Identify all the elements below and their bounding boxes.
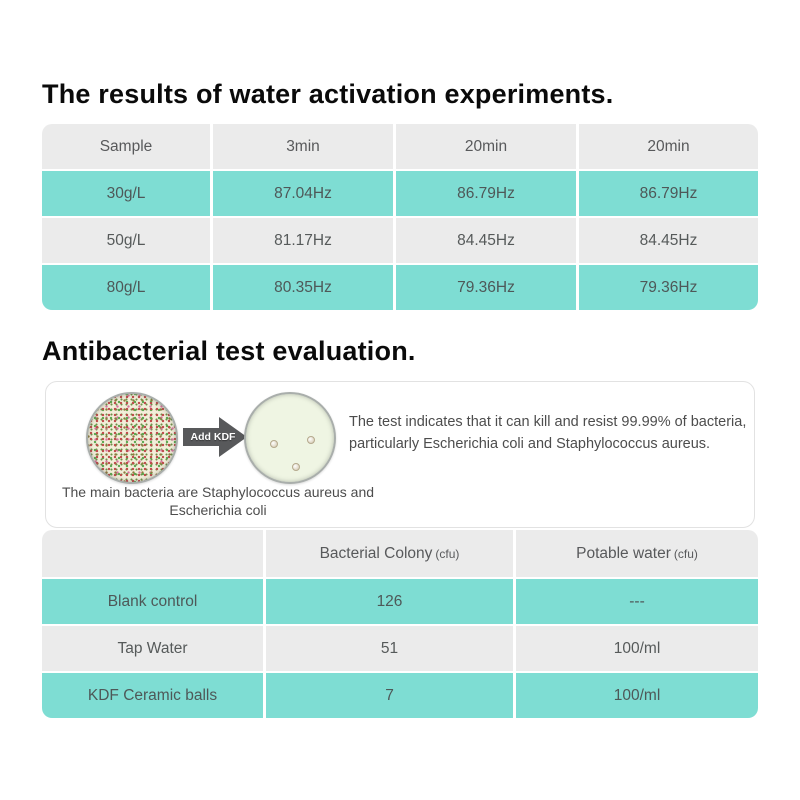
table1-cell: 79.36Hz xyxy=(396,265,576,310)
colony-dot xyxy=(270,440,278,448)
colony-dot xyxy=(292,463,300,471)
table2-header-bacterial-colony: Bacterial Colony (cfu) xyxy=(266,530,513,577)
table1-header-20min-a: 20min xyxy=(396,124,576,169)
table1-cell: 86.79Hz xyxy=(579,171,758,216)
table2-cell: 100/ml xyxy=(516,673,758,718)
petri-dish-after-image xyxy=(244,392,336,484)
header-label: Potable water xyxy=(576,544,671,562)
table1-header-3min: 3min xyxy=(213,124,393,169)
table2-header-empty xyxy=(42,530,263,577)
table1-cell: 80g/L xyxy=(42,265,210,310)
table2-header-potable-water: Potable water (cfu) xyxy=(516,530,758,577)
table1-header-sample: Sample xyxy=(42,124,210,169)
table1-cell: 87.04Hz xyxy=(213,171,393,216)
table1-cell: 86.79Hz xyxy=(396,171,576,216)
add-kdf-arrow-label: Add KDF xyxy=(190,431,236,443)
petri-dish-before-image xyxy=(86,392,178,484)
table1-cell: 84.45Hz xyxy=(396,218,576,263)
table2-cell: Tap Water xyxy=(42,626,263,671)
test-result-description: The test indicates that it can kill and … xyxy=(349,414,747,453)
table2-cell: --- xyxy=(516,579,758,624)
antibacterial-table: Bacterial Colony (cfu) Potable water (cf… xyxy=(42,530,758,718)
table1-header-20min-b: 20min xyxy=(579,124,758,169)
antibacterial-title: Antibacterial test evaluation. xyxy=(42,336,416,366)
antibacterial-illustration-panel: Add KDF The main bacteria are Staphyloco… xyxy=(45,381,755,528)
table2-cell: KDF Ceramic balls xyxy=(42,673,263,718)
table2-cell: Blank control xyxy=(42,579,263,624)
arrow-right-icon xyxy=(183,417,247,457)
table2-cell: 126 xyxy=(266,579,513,624)
table2-cell: 51 xyxy=(266,626,513,671)
add-kdf-arrow: Add KDF xyxy=(183,415,247,459)
header-label: Bacterial Colony xyxy=(319,544,433,562)
dish-caption: The main bacteria are Staphylococcus aur… xyxy=(61,484,375,519)
water-activation-title: The results of water activation experime… xyxy=(42,79,614,109)
table1-cell: 79.36Hz xyxy=(579,265,758,310)
table1-cell: 81.17Hz xyxy=(213,218,393,263)
table1-cell: 80.35Hz xyxy=(213,265,393,310)
table2-cell: 100/ml xyxy=(516,626,758,671)
header-unit: (cfu) xyxy=(673,546,698,561)
header-unit: (cfu) xyxy=(435,546,460,561)
water-activation-table: Sample 3min 20min 20min 30g/L 87.04Hz 86… xyxy=(42,124,758,310)
table2-cell: 7 xyxy=(266,673,513,718)
table1-cell: 84.45Hz xyxy=(579,218,758,263)
table1-cell: 50g/L xyxy=(42,218,210,263)
colony-dot xyxy=(307,436,315,444)
table1-cell: 30g/L xyxy=(42,171,210,216)
